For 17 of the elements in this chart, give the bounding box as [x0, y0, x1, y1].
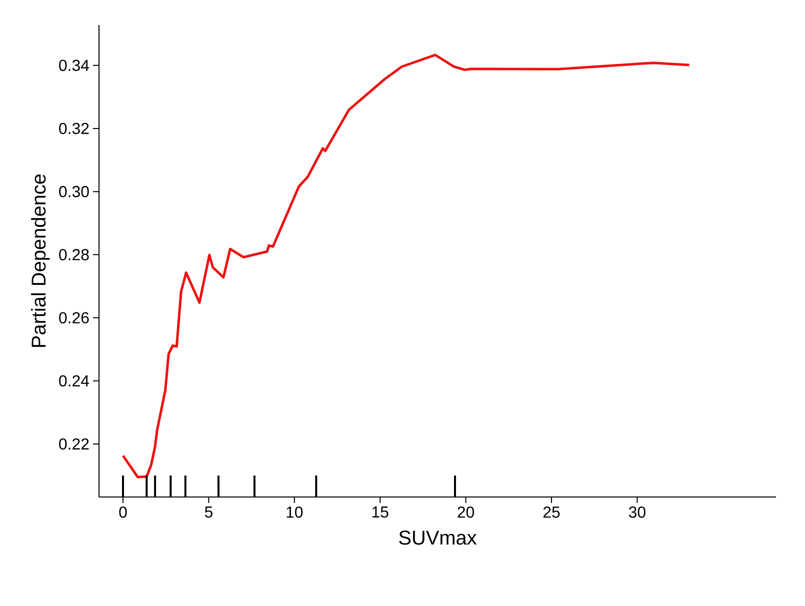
x-tick-label: 0 — [119, 506, 127, 518]
x-tick-label: 20 — [458, 506, 474, 518]
x-tick-label: 30 — [628, 506, 646, 518]
y-axis-title: Partial Dependence — [31, 174, 50, 347]
x-tick-label: 25 — [543, 506, 560, 518]
y-tick-label: 0.32 — [59, 122, 89, 134]
y-tick-label: 0.24 — [59, 375, 90, 387]
x-tick-label: 15 — [372, 506, 388, 518]
x-tick-label: 5 — [204, 506, 212, 518]
x-tick-label: 10 — [286, 506, 303, 518]
y-tick-label: 0.28 — [59, 249, 89, 260]
line-series — [122, 54, 691, 478]
y-tick-label: 0.22 — [59, 438, 89, 450]
y-tick-label: 0.30 — [59, 186, 89, 198]
y-tick-label: 0.26 — [59, 312, 89, 324]
y-tick-label: 0.34 — [59, 60, 90, 72]
x-axis-title: SUVmax — [399, 530, 477, 545]
